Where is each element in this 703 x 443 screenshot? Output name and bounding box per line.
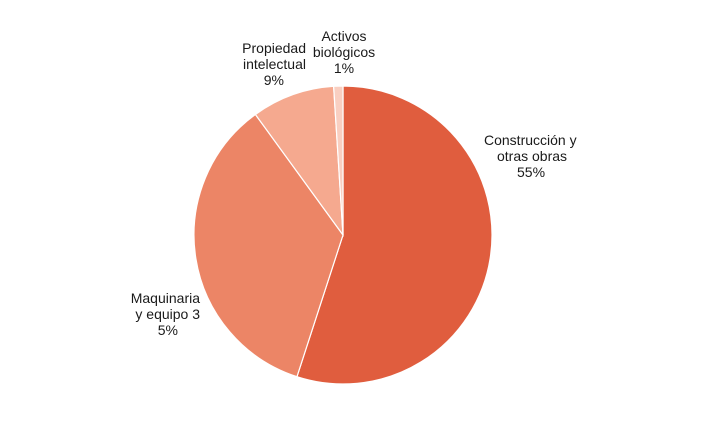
label-propiedad-line-2: intelectual — [242, 56, 306, 72]
label-propiedad: Propiedad intelectual 9% — [232, 40, 306, 88]
label-construccion-line-3: 55% — [517, 164, 546, 180]
label-maquinaria-line-1: Maquinaria — [130, 290, 200, 306]
pie-slice-2 — [254, 85, 344, 238]
label-propiedad-line-1: Propiedad — [242, 40, 306, 56]
label-activos-line-2: biológicos — [312, 44, 376, 60]
label-propiedad-line-3: 9% — [263, 72, 284, 88]
label-maquinaria-line-2: y equipo 3 — [135, 306, 200, 322]
label-construccion-line-1: Construcción y — [484, 132, 577, 148]
pie-slice-3 — [333, 85, 344, 236]
label-maquinaria-line-3: 5% — [157, 322, 178, 338]
label-activos-line-1: Activos — [321, 28, 367, 44]
pie-slice-0 — [296, 85, 493, 385]
label-construccion-line-2: otras obras — [497, 148, 568, 164]
label-activos: Activos biológicos 1% — [306, 28, 382, 76]
pie-slice-1 — [193, 113, 344, 378]
label-maquinaria: Maquinaria y equipo 3 5% — [120, 290, 200, 338]
pie-slices — [193, 85, 493, 385]
label-construccion: Construcción y otras obras 55% — [484, 132, 577, 180]
label-activos-line-3: 1% — [333, 60, 355, 76]
